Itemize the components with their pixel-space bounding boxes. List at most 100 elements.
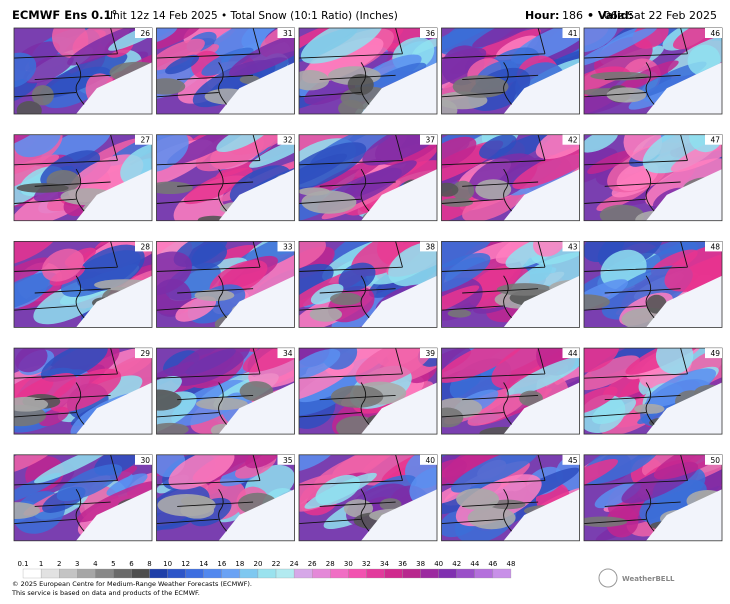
light-snow [309, 307, 343, 322]
snow-area [584, 28, 658, 67]
colorbar-swatch [239, 568, 259, 579]
map-panel [156, 348, 295, 435]
snow-area [14, 257, 50, 291]
no-snow [646, 382, 722, 435]
colorbar-swatch [203, 568, 222, 579]
member-box [277, 348, 295, 359]
member-number: 28 [140, 242, 150, 251]
panel-frame [13, 454, 153, 542]
snow-area [632, 28, 669, 49]
snow-area [228, 251, 295, 306]
no-snow [646, 169, 722, 221]
colorbar-swatch [221, 568, 241, 579]
snow-area [14, 134, 61, 158]
light-snow [194, 289, 235, 302]
map-panel [156, 134, 295, 221]
light-snow [347, 74, 374, 96]
light-snow [447, 309, 472, 318]
valid-label: • Valid: [587, 9, 633, 22]
light-snow [441, 407, 464, 428]
member-box [562, 134, 580, 145]
snow-area [245, 454, 281, 469]
logo: WeatherBELL [622, 575, 675, 583]
light-snow [156, 181, 193, 195]
borders [14, 28, 118, 105]
light-snow [606, 87, 647, 103]
hour: 186 [562, 9, 583, 22]
light-snow [584, 294, 610, 310]
logo-ring [598, 568, 618, 588]
colorbar-label: 48 [507, 560, 516, 568]
panel-frame [583, 240, 723, 328]
member-box [420, 241, 437, 252]
snow-area [40, 52, 128, 99]
snow-area [76, 481, 152, 523]
snow-area [441, 285, 480, 320]
hour-label: Hour: [525, 9, 559, 22]
borders [299, 241, 403, 319]
member-box [562, 28, 580, 38]
light-snow [14, 502, 40, 520]
borders [14, 348, 118, 425]
borders [584, 348, 688, 425]
borders [14, 241, 118, 319]
light-snow [299, 70, 330, 91]
snow-area [639, 479, 707, 523]
colorbar-label: 18 [235, 560, 244, 568]
colorbar-swatch [149, 568, 168, 579]
light-snow [16, 101, 42, 114]
no-snow [503, 275, 580, 328]
member-box [420, 134, 437, 145]
member-box [420, 348, 437, 359]
snow-area [23, 53, 74, 84]
panel-frame [13, 240, 153, 328]
map-panel [441, 348, 580, 435]
no-snow [503, 382, 580, 435]
member-number: 31 [283, 29, 293, 38]
model-name: ECMWF Ens 0.1° [12, 8, 117, 22]
panel-frame [298, 454, 438, 542]
member-number: 27 [140, 136, 150, 145]
no-snow [361, 275, 437, 328]
borders [156, 348, 261, 425]
colorbar-label: 10 [163, 560, 172, 568]
colorbar-swatch [113, 568, 132, 579]
colorbar-swatch [257, 568, 277, 579]
snow-area [584, 134, 618, 153]
borders [441, 348, 546, 425]
map-panel [14, 348, 152, 435]
member-box [562, 348, 580, 359]
map-panel [441, 134, 580, 221]
no-snow [76, 489, 152, 541]
snow-area [14, 272, 58, 311]
colorbar-swatch [167, 568, 186, 579]
snow-area [479, 134, 517, 159]
snow-area [351, 241, 429, 277]
colorbar-label: 32 [362, 560, 371, 568]
snow-area [156, 251, 192, 296]
member-box [135, 348, 152, 359]
map-panel [14, 241, 152, 328]
colorbar-label: 46 [488, 560, 497, 568]
member-number: 30 [140, 456, 150, 465]
borders [441, 28, 546, 105]
no-snow [646, 62, 722, 114]
snow-area [302, 37, 384, 84]
member-number: 42 [568, 136, 578, 145]
snow-area [441, 241, 494, 268]
borders [299, 28, 403, 105]
valid-time: 06z Sat 22 Feb 2025 [604, 9, 717, 22]
snow-area [165, 54, 200, 75]
colorbar-swatch [293, 568, 313, 579]
snow-area [630, 61, 707, 100]
light-snow [157, 493, 216, 517]
borders [441, 454, 546, 532]
colorbar-label: 22 [272, 560, 281, 568]
light-snow [441, 99, 458, 114]
snow-area [14, 154, 60, 199]
member-number: 47 [710, 136, 720, 145]
member-number: 50 [710, 456, 720, 465]
snow-area [41, 248, 84, 282]
borders [156, 28, 261, 105]
